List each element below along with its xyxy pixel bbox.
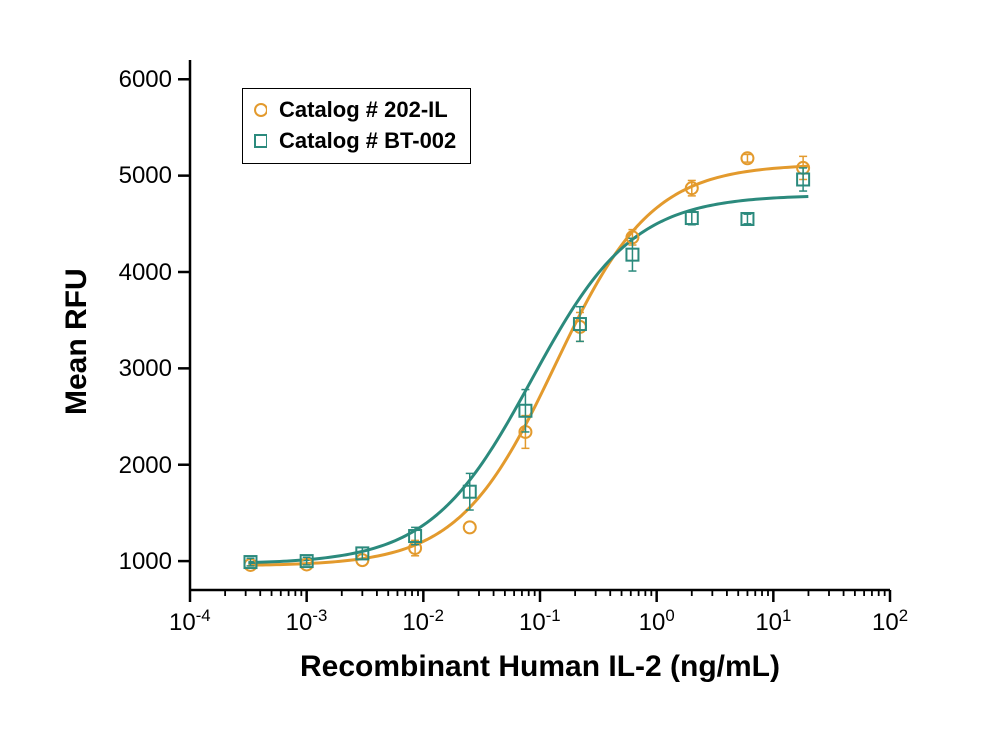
x-tick-label: 102 — [872, 606, 908, 637]
chart-stage: Mean RFU Recombinant Human IL-2 (ng/mL) … — [0, 0, 982, 755]
x-axis-label: Recombinant Human IL-2 (ng/mL) — [300, 650, 780, 684]
x-tick-label: 100 — [639, 606, 675, 637]
x-tick-label: 101 — [755, 606, 791, 637]
y-tick-label: 3000 — [119, 355, 172, 383]
legend-item: Catalog # BT-002 — [253, 126, 456, 157]
y-tick-label: 6000 — [119, 66, 172, 94]
y-tick-label: 1000 — [119, 548, 172, 576]
series-curve-s1 — [248, 166, 808, 565]
y-tick-label: 4000 — [119, 259, 172, 287]
square-icon — [253, 134, 267, 148]
x-tick-label: 10-4 — [169, 606, 211, 637]
circle-icon — [253, 103, 267, 117]
legend-item: Catalog # 202-IL — [253, 95, 456, 126]
x-tick-label: 10-1 — [519, 606, 561, 637]
legend: Catalog # 202-ILCatalog # BT-002 — [242, 88, 471, 164]
y-tick-label: 5000 — [119, 162, 172, 190]
legend-label: Catalog # 202-IL — [279, 95, 448, 126]
x-tick-label: 10-2 — [402, 606, 444, 637]
series-curve-s2 — [248, 196, 808, 562]
x-tick-label: 10-3 — [286, 606, 328, 637]
marker-circle — [464, 521, 476, 533]
legend-label: Catalog # BT-002 — [279, 126, 456, 157]
y-axis-label: Mean RFU — [60, 268, 94, 415]
y-tick-label: 2000 — [119, 452, 172, 480]
